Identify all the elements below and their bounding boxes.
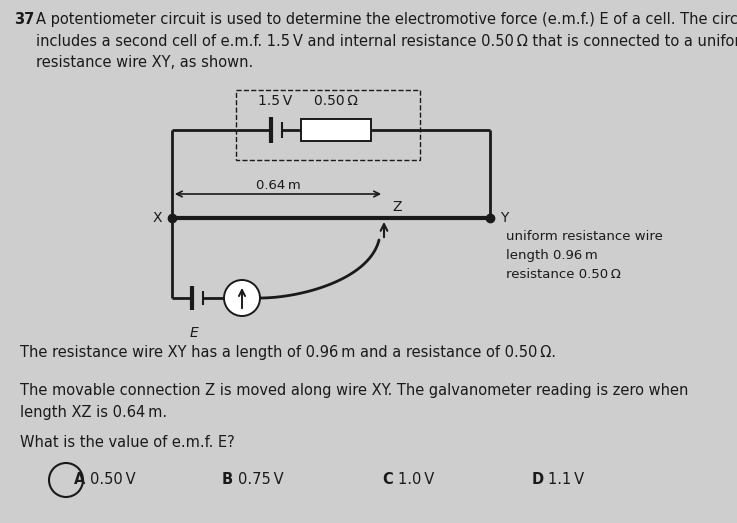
Text: 0.50 Ω: 0.50 Ω (314, 94, 358, 108)
Bar (236, 90, 420, 160)
Text: A potentiometer circuit is used to determine the electromotive force (e.m.f.) E : A potentiometer circuit is used to deter… (36, 12, 737, 70)
Text: Y: Y (500, 211, 509, 225)
Text: 0.64 m: 0.64 m (256, 179, 301, 192)
Text: A: A (74, 472, 85, 487)
Text: C: C (382, 472, 393, 487)
Text: Z: Z (392, 200, 402, 214)
Bar (301, 119, 371, 141)
Text: What is the value of e.m.f. E?: What is the value of e.m.f. E? (20, 435, 235, 450)
Text: X: X (153, 211, 162, 225)
Text: uniform resistance wire
length 0.96 m
resistance 0.50 Ω: uniform resistance wire length 0.96 m re… (506, 230, 663, 281)
Text: E: E (189, 326, 198, 340)
Text: 0.50 V: 0.50 V (90, 472, 136, 487)
Text: 1.1 V: 1.1 V (548, 472, 584, 487)
Circle shape (224, 280, 260, 316)
Text: The movable connection Z is moved along wire XY. The galvanometer reading is zer: The movable connection Z is moved along … (20, 383, 688, 419)
Text: The resistance wire XY has a length of 0.96 m and a resistance of 0.50 Ω.: The resistance wire XY has a length of 0… (20, 345, 556, 360)
Text: 37: 37 (14, 12, 34, 27)
Text: B: B (222, 472, 233, 487)
Text: 0.75 V: 0.75 V (238, 472, 284, 487)
Text: 1.5 V: 1.5 V (258, 94, 292, 108)
Text: D: D (532, 472, 544, 487)
Text: 1.0 V: 1.0 V (398, 472, 434, 487)
